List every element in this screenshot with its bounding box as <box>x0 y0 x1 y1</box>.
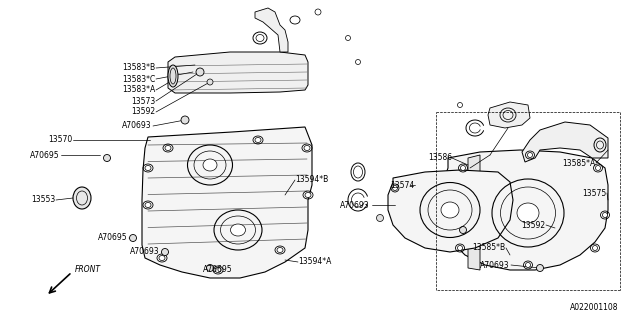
Ellipse shape <box>165 146 171 150</box>
Text: 13585*A: 13585*A <box>562 158 595 167</box>
Text: A70695: A70695 <box>99 234 128 243</box>
Text: A70693: A70693 <box>481 260 510 269</box>
Ellipse shape <box>461 165 465 171</box>
Ellipse shape <box>104 155 111 162</box>
Ellipse shape <box>159 255 165 260</box>
Ellipse shape <box>145 203 151 207</box>
Ellipse shape <box>602 212 607 218</box>
Text: FRONT: FRONT <box>75 266 101 275</box>
PathPatch shape <box>468 155 480 270</box>
Text: 13592: 13592 <box>521 220 545 229</box>
Text: 13586: 13586 <box>428 154 452 163</box>
Ellipse shape <box>255 138 261 142</box>
Ellipse shape <box>277 247 283 252</box>
Text: 13574: 13574 <box>390 180 414 189</box>
PathPatch shape <box>168 52 308 93</box>
Ellipse shape <box>305 193 311 197</box>
Ellipse shape <box>595 165 600 171</box>
Ellipse shape <box>460 227 467 234</box>
Ellipse shape <box>536 265 543 271</box>
Text: 13583*B: 13583*B <box>122 63 155 73</box>
PathPatch shape <box>443 150 608 270</box>
Ellipse shape <box>517 203 539 223</box>
Ellipse shape <box>392 186 397 190</box>
PathPatch shape <box>142 127 312 278</box>
Text: 13583*A: 13583*A <box>122 85 155 94</box>
Text: 13585*B: 13585*B <box>472 244 505 252</box>
Ellipse shape <box>181 116 189 124</box>
Ellipse shape <box>304 146 310 150</box>
Text: A70693: A70693 <box>122 122 152 131</box>
Ellipse shape <box>203 159 217 171</box>
Ellipse shape <box>73 187 91 209</box>
Ellipse shape <box>145 165 151 171</box>
Ellipse shape <box>230 224 246 236</box>
Text: A022001108: A022001108 <box>570 303 618 313</box>
PathPatch shape <box>255 8 288 52</box>
Text: A70695: A70695 <box>30 150 60 159</box>
Text: A70695: A70695 <box>203 265 233 274</box>
Text: 13570: 13570 <box>48 135 72 145</box>
Text: 13553: 13553 <box>31 196 55 204</box>
Text: 13573: 13573 <box>131 97 155 106</box>
Text: A70693: A70693 <box>340 201 370 210</box>
PathPatch shape <box>388 170 513 252</box>
Ellipse shape <box>196 68 204 76</box>
Ellipse shape <box>593 245 598 251</box>
Text: 13583*C: 13583*C <box>122 75 155 84</box>
Ellipse shape <box>527 153 532 157</box>
Ellipse shape <box>441 202 459 218</box>
Text: A70693: A70693 <box>131 247 160 257</box>
Text: 13594*A: 13594*A <box>298 258 332 267</box>
Ellipse shape <box>161 249 168 255</box>
Ellipse shape <box>525 262 531 268</box>
PathPatch shape <box>488 102 530 128</box>
Ellipse shape <box>458 245 463 251</box>
Ellipse shape <box>445 207 451 212</box>
Text: 13594*B: 13594*B <box>295 175 328 185</box>
Ellipse shape <box>376 214 383 221</box>
PathPatch shape <box>522 122 608 162</box>
Ellipse shape <box>215 268 221 273</box>
Ellipse shape <box>207 79 213 85</box>
Text: 13592: 13592 <box>131 108 155 116</box>
Ellipse shape <box>129 235 136 242</box>
Ellipse shape <box>168 65 178 87</box>
Ellipse shape <box>207 265 214 271</box>
Text: 13575: 13575 <box>582 188 606 197</box>
